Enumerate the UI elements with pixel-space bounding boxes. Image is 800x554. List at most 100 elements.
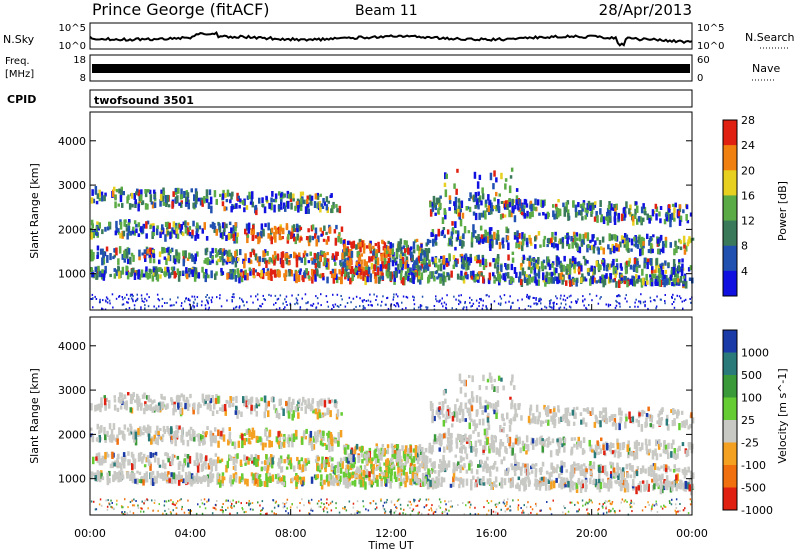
ground-scatter-cell bbox=[377, 303, 379, 306]
echo-cell bbox=[570, 263, 574, 267]
echo-cell bbox=[411, 275, 414, 283]
ground-scatter-cell bbox=[141, 300, 144, 303]
echo-cell bbox=[653, 269, 657, 274]
echo-cell bbox=[307, 202, 310, 208]
echo-cell bbox=[154, 404, 158, 412]
echo-cell bbox=[656, 238, 660, 244]
echo-cell bbox=[393, 453, 397, 459]
echo-cell bbox=[459, 465, 462, 474]
echo-cell bbox=[335, 251, 338, 260]
ground-scatter-cell bbox=[634, 305, 636, 308]
ground-scatter-cell bbox=[126, 293, 128, 296]
echo-cell bbox=[243, 261, 246, 269]
echo-cell bbox=[434, 470, 437, 474]
echo-cell bbox=[667, 204, 670, 213]
ground-scatter-cell bbox=[196, 302, 199, 305]
echo-cell bbox=[462, 275, 465, 280]
ground-scatter-cell bbox=[187, 299, 190, 301]
echo-cell bbox=[399, 259, 402, 265]
echo-cell bbox=[519, 447, 522, 454]
echo-cell bbox=[412, 472, 415, 479]
echo-cell bbox=[152, 253, 156, 259]
echo-cell bbox=[676, 473, 679, 482]
echo-cell bbox=[345, 456, 348, 463]
echo-cell bbox=[438, 440, 441, 446]
echo-cell bbox=[472, 194, 476, 203]
echo-cell bbox=[608, 416, 612, 423]
echo-cell bbox=[633, 470, 636, 479]
echo-cell bbox=[264, 460, 267, 466]
ground-scatter-cell bbox=[464, 302, 466, 305]
ground-scatter-cell bbox=[233, 307, 235, 310]
echo-cell bbox=[538, 485, 542, 491]
echo-cell bbox=[581, 205, 584, 212]
echo-cell bbox=[108, 477, 111, 484]
echo-cell bbox=[337, 466, 340, 474]
echo-cell bbox=[251, 191, 254, 200]
echo-cell bbox=[323, 257, 327, 266]
echo-cell bbox=[96, 193, 100, 199]
echo-cell bbox=[112, 189, 115, 198]
echo-cell bbox=[589, 278, 592, 286]
echo-cell bbox=[486, 378, 490, 383]
echo-cell bbox=[146, 220, 150, 225]
echo-cell bbox=[455, 437, 458, 444]
echo-cell bbox=[552, 272, 555, 276]
ground-scatter-cell bbox=[91, 293, 94, 296]
echo-cell bbox=[279, 226, 282, 235]
echo-cell bbox=[176, 397, 179, 404]
echo-cell bbox=[191, 429, 195, 435]
echo-cell bbox=[280, 200, 283, 206]
echo-cell bbox=[98, 222, 101, 229]
echo-cell bbox=[186, 440, 190, 447]
echo-cell bbox=[456, 398, 459, 402]
echo-cell bbox=[184, 227, 188, 234]
echo-cell bbox=[408, 251, 412, 256]
echo-cell bbox=[230, 193, 233, 200]
echo-cell bbox=[323, 225, 326, 231]
echo-cell bbox=[152, 230, 155, 237]
ground-scatter-cell bbox=[204, 307, 207, 310]
echo-cell bbox=[351, 241, 354, 249]
echo-cell bbox=[561, 241, 565, 249]
echo-cell bbox=[620, 213, 624, 222]
echo-cell bbox=[538, 212, 541, 216]
echo-cell bbox=[399, 272, 403, 281]
echo-cell bbox=[252, 473, 255, 481]
echo-cell bbox=[292, 224, 296, 232]
echo-cell bbox=[357, 242, 360, 250]
echo-cell bbox=[562, 485, 566, 489]
echo-cell bbox=[292, 198, 295, 202]
echo-cell bbox=[554, 468, 557, 473]
echo-cell bbox=[467, 411, 471, 416]
echo-cell bbox=[627, 260, 631, 266]
echo-cell bbox=[517, 243, 521, 248]
echo-cell bbox=[252, 224, 255, 232]
ground-scatter-cell bbox=[355, 305, 357, 308]
echo-cell bbox=[296, 223, 299, 231]
echo-cell bbox=[340, 226, 344, 232]
echo-cell bbox=[630, 238, 634, 246]
echo-cell bbox=[209, 404, 212, 412]
echo-cell bbox=[321, 206, 325, 209]
echo-cell bbox=[620, 275, 624, 279]
echo-cell bbox=[342, 477, 346, 485]
ground-scatter-cell bbox=[353, 308, 355, 311]
echo-cell bbox=[95, 453, 99, 457]
ground-scatter-cell bbox=[207, 302, 209, 305]
echo-cell bbox=[245, 274, 248, 280]
echo-cell bbox=[623, 485, 627, 493]
ground-scatter-cell bbox=[465, 306, 468, 309]
ground-scatter-cell bbox=[600, 296, 602, 298]
echo-cell bbox=[291, 413, 294, 421]
echo-cell bbox=[302, 275, 305, 283]
echo-cell bbox=[203, 435, 206, 444]
ground-scatter-cell bbox=[458, 303, 460, 306]
echo-cell bbox=[354, 267, 357, 273]
echo-cell bbox=[544, 265, 547, 270]
echo-cell bbox=[178, 224, 182, 228]
echo-cell bbox=[415, 471, 419, 479]
echo-cell bbox=[580, 242, 584, 247]
echo-cell bbox=[675, 485, 678, 492]
echo-cell bbox=[316, 260, 320, 268]
